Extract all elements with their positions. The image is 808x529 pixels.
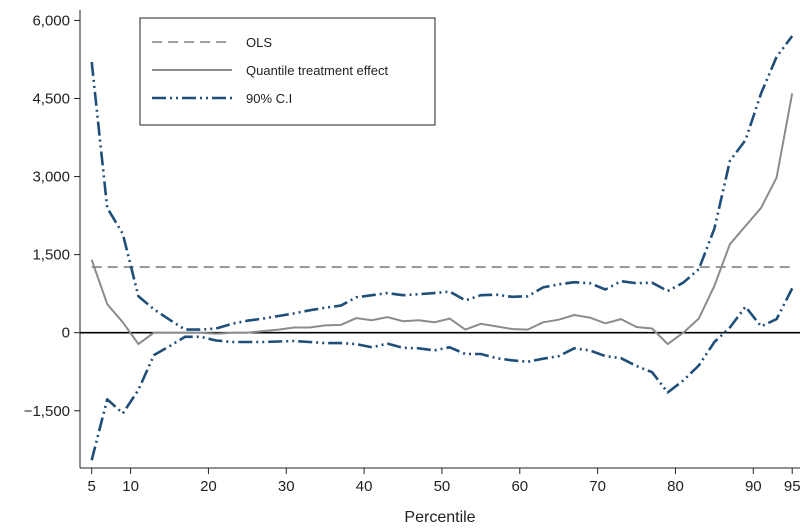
y-tick-label: −1,500 <box>24 403 70 420</box>
x-tick-label: 40 <box>356 478 373 495</box>
x-tick-label: 10 <box>122 478 139 495</box>
y-tick-label: 1,500 <box>32 247 70 264</box>
legend-label-ci: 90% C.I <box>246 91 292 106</box>
y-axis: −1,500 0 1,500 3,000 4,500 6,000 <box>24 10 81 468</box>
y-tick-label: 4,500 <box>32 90 70 107</box>
y-tick-label: 3,000 <box>32 169 70 186</box>
y-tick-label: 6,000 <box>32 12 70 29</box>
x-tick-label: 50 <box>434 478 451 495</box>
x-tick-label: 60 <box>511 478 528 495</box>
legend-label-qte: Quantile treatment effect <box>246 63 389 78</box>
x-tick-label: 90 <box>745 478 762 495</box>
legend: OLS Quantile treatment effect 90% C.I <box>139 17 436 126</box>
y-ticks: −1,500 0 1,500 3,000 4,500 6,000 <box>24 12 80 420</box>
x-tick-label: 30 <box>278 478 295 495</box>
series-layer <box>90 35 794 461</box>
ci-lower-line <box>90 287 794 461</box>
x-tick-label: 20 <box>200 478 217 495</box>
x-axis-title: Percentile <box>404 509 475 526</box>
x-tick-label: 5 <box>88 478 96 495</box>
y-tick-label: 0 <box>62 325 70 342</box>
legend-box <box>139 17 436 126</box>
legend-label-ols: OLS <box>246 35 272 50</box>
x-tick-label: 70 <box>589 478 606 495</box>
qte-line <box>90 93 794 346</box>
x-axis: 5 10 20 30 40 50 60 70 80 90 95 Percentile <box>80 467 801 526</box>
x-tick-label: 95 <box>784 478 801 495</box>
x-tick-label: 80 <box>667 478 684 495</box>
x-ticks: 5 10 20 30 40 50 60 70 80 90 95 <box>88 468 801 495</box>
